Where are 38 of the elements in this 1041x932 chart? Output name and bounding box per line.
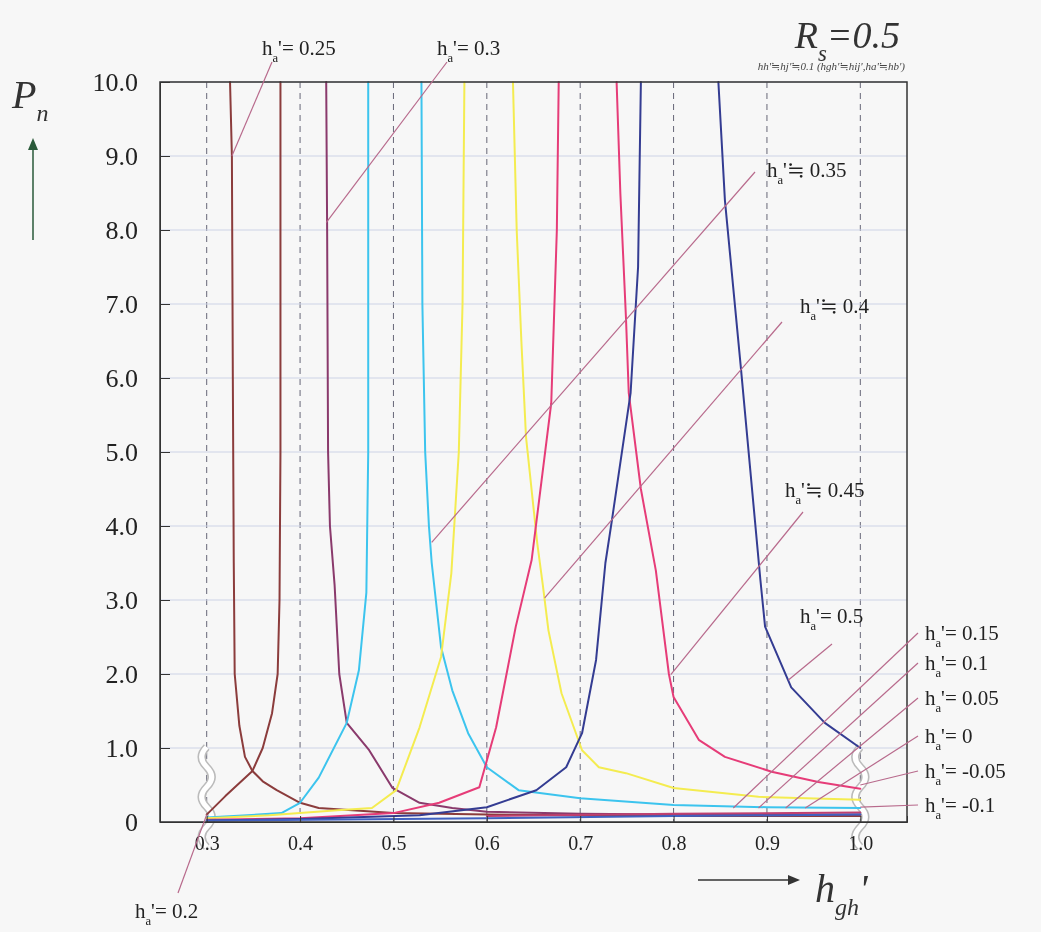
x-tick-label: 0.7 — [568, 832, 594, 855]
x-tick-label: 1.0 — [848, 832, 874, 855]
y-tick-label: 5.0 — [105, 437, 138, 467]
x-tick-label: 0.6 — [474, 832, 500, 855]
y-tick-label: 10.0 — [92, 67, 138, 97]
annotation: h$_{a}$'= 0.1 — [925, 651, 989, 680]
x-tick-label: 0.4 — [288, 832, 314, 855]
y-tick-label: 6.0 — [105, 363, 138, 393]
line-series — [205, 81, 642, 822]
x-tick-label: 0.9 — [754, 832, 780, 855]
line-series — [205, 81, 466, 820]
y-tick-label: 3.0 — [105, 585, 138, 615]
annotation: h$_{a}$'= 0.2 — [135, 899, 199, 928]
y-axis-title: P$_{n}$ — [11, 72, 49, 126]
y-tick-label: 2.0 — [105, 659, 138, 689]
y-tick-label: 8.0 — [105, 215, 138, 245]
annotation: h$_{a}$'= 0.05 — [925, 686, 999, 715]
annotation: h$_{a}$'= 0.15 — [925, 621, 999, 650]
annotation: h$_{a}$'= 0.25 — [262, 36, 336, 65]
annotation: h$_{a}$'= 0.3 — [437, 36, 501, 65]
y-tick-label: 4.0 — [105, 511, 138, 541]
line-series — [205, 81, 370, 819]
x-tick-label: 0.5 — [381, 832, 407, 855]
y-tick-label: 9.0 — [105, 141, 138, 171]
annotation: h$_{a}$'= 0 — [925, 724, 973, 753]
x-tick-label: 0.3 — [194, 832, 220, 855]
y-tick-label: 0 — [125, 807, 138, 837]
annotation: h$_{a}$'≒ 0.35 — [767, 158, 847, 187]
y-tick-label: 1.0 — [105, 733, 138, 763]
annotation: h$_{a}$'≒ 0.45 — [785, 478, 865, 507]
x-axis-title: h$_{gh}$' — [815, 866, 869, 920]
y-tick-label: 7.0 — [105, 289, 138, 319]
annotation: h$_{a}$'= -0.05 — [925, 759, 1006, 788]
annotation: h$_{a}$'= -0.1 — [925, 793, 996, 822]
line-series — [205, 81, 560, 821]
annotation: h$_{a}$'= 0.5 — [800, 604, 864, 633]
x-tick-label: 0.8 — [661, 832, 687, 855]
annotation: h$_{a}$'≒ 0.4 — [800, 294, 870, 323]
